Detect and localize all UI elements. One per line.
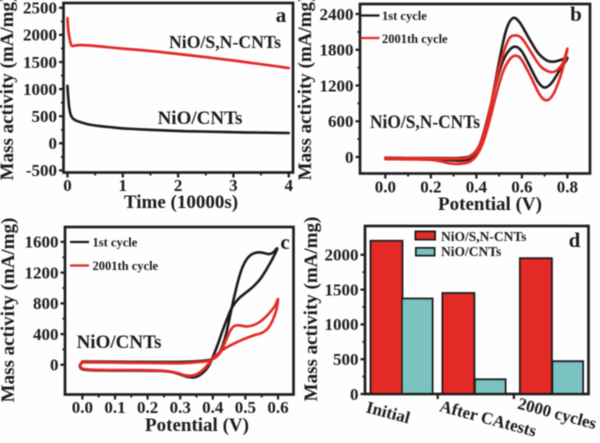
svg-text:0.5: 0.5 [235,398,256,417]
svg-text:1st cycle: 1st cycle [382,9,427,23]
svg-text:3: 3 [229,176,238,195]
svg-text:0.3: 0.3 [170,398,191,417]
svg-text:Potential (V): Potential (V) [438,194,542,215]
svg-text:1800: 1800 [320,41,354,60]
svg-text:0: 0 [49,134,58,153]
svg-text:NiO/CNTs: NiO/CNTs [158,108,243,129]
svg-text:600: 600 [328,112,354,131]
svg-text:0.8: 0.8 [557,178,578,197]
svg-text:1200: 1200 [25,263,59,282]
svg-text:b: b [570,2,582,26]
svg-text:1: 1 [119,176,128,195]
svg-text:NiO/S,N-CNTs: NiO/S,N-CNTs [441,229,526,244]
svg-text:Time (10000s): Time (10000s) [124,192,238,213]
svg-text:1500: 1500 [325,280,359,299]
svg-text:0.0: 0.0 [72,398,93,417]
svg-text:4: 4 [284,176,293,195]
svg-text:1st cycle: 1st cycle [93,236,138,250]
svg-text:NiO/CNTs: NiO/CNTs [441,244,501,259]
svg-text:2: 2 [174,176,183,195]
svg-text:2500: 2500 [23,0,57,18]
svg-text:500: 500 [333,350,359,369]
svg-text:0: 0 [345,148,354,167]
svg-text:1500: 1500 [23,53,57,72]
svg-text:0.1: 0.1 [104,398,125,417]
svg-text:800: 800 [33,294,59,313]
svg-text:0.4: 0.4 [202,398,224,417]
svg-text:2400: 2400 [320,5,354,24]
svg-text:0.4: 0.4 [466,178,488,197]
svg-text:0.6: 0.6 [267,398,288,417]
svg-text:0.2: 0.2 [137,398,158,417]
svg-text:Mass activity (mA/mg): Mass activity (mA/mg) [295,0,316,180]
svg-text:Mass activity (mA/mg): Mass activity (mA/mg) [0,0,18,180]
svg-text:500: 500 [32,107,58,126]
svg-text:2001th cycle: 2001th cycle [93,259,159,273]
svg-text:1000: 1000 [325,315,359,334]
svg-text:0.2: 0.2 [420,178,441,197]
svg-text:400: 400 [33,325,59,344]
svg-text:1200: 1200 [320,76,354,95]
svg-text:0: 0 [50,356,59,375]
svg-text:0.6: 0.6 [511,178,532,197]
svg-text:Mass activity (mA/mg): Mass activity (mA/mg) [301,217,322,402]
svg-text:Mass activity (mA/mg): Mass activity (mA/mg) [0,218,19,403]
svg-text:2001th cycle: 2001th cycle [382,32,448,46]
svg-text:2000: 2000 [325,246,359,265]
svg-text:1600: 1600 [25,233,59,252]
svg-text:Potential (V): Potential (V) [145,415,249,436]
svg-text:0: 0 [63,176,72,195]
svg-text:NiO/S,N-CNTs: NiO/S,N-CNTs [370,112,480,133]
svg-text:0.0: 0.0 [375,178,396,197]
svg-text:d: d [569,228,581,252]
svg-text:NiO/S,N-CNTs: NiO/S,N-CNTs [169,32,281,52]
svg-text:c: c [280,230,289,254]
svg-text:a: a [276,3,287,27]
svg-text:NiO/CNTs: NiO/CNTs [77,332,162,353]
svg-text:0: 0 [350,385,359,404]
svg-text:-500: -500 [26,161,57,180]
svg-text:2000: 2000 [23,26,57,45]
svg-text:1000: 1000 [23,80,57,99]
